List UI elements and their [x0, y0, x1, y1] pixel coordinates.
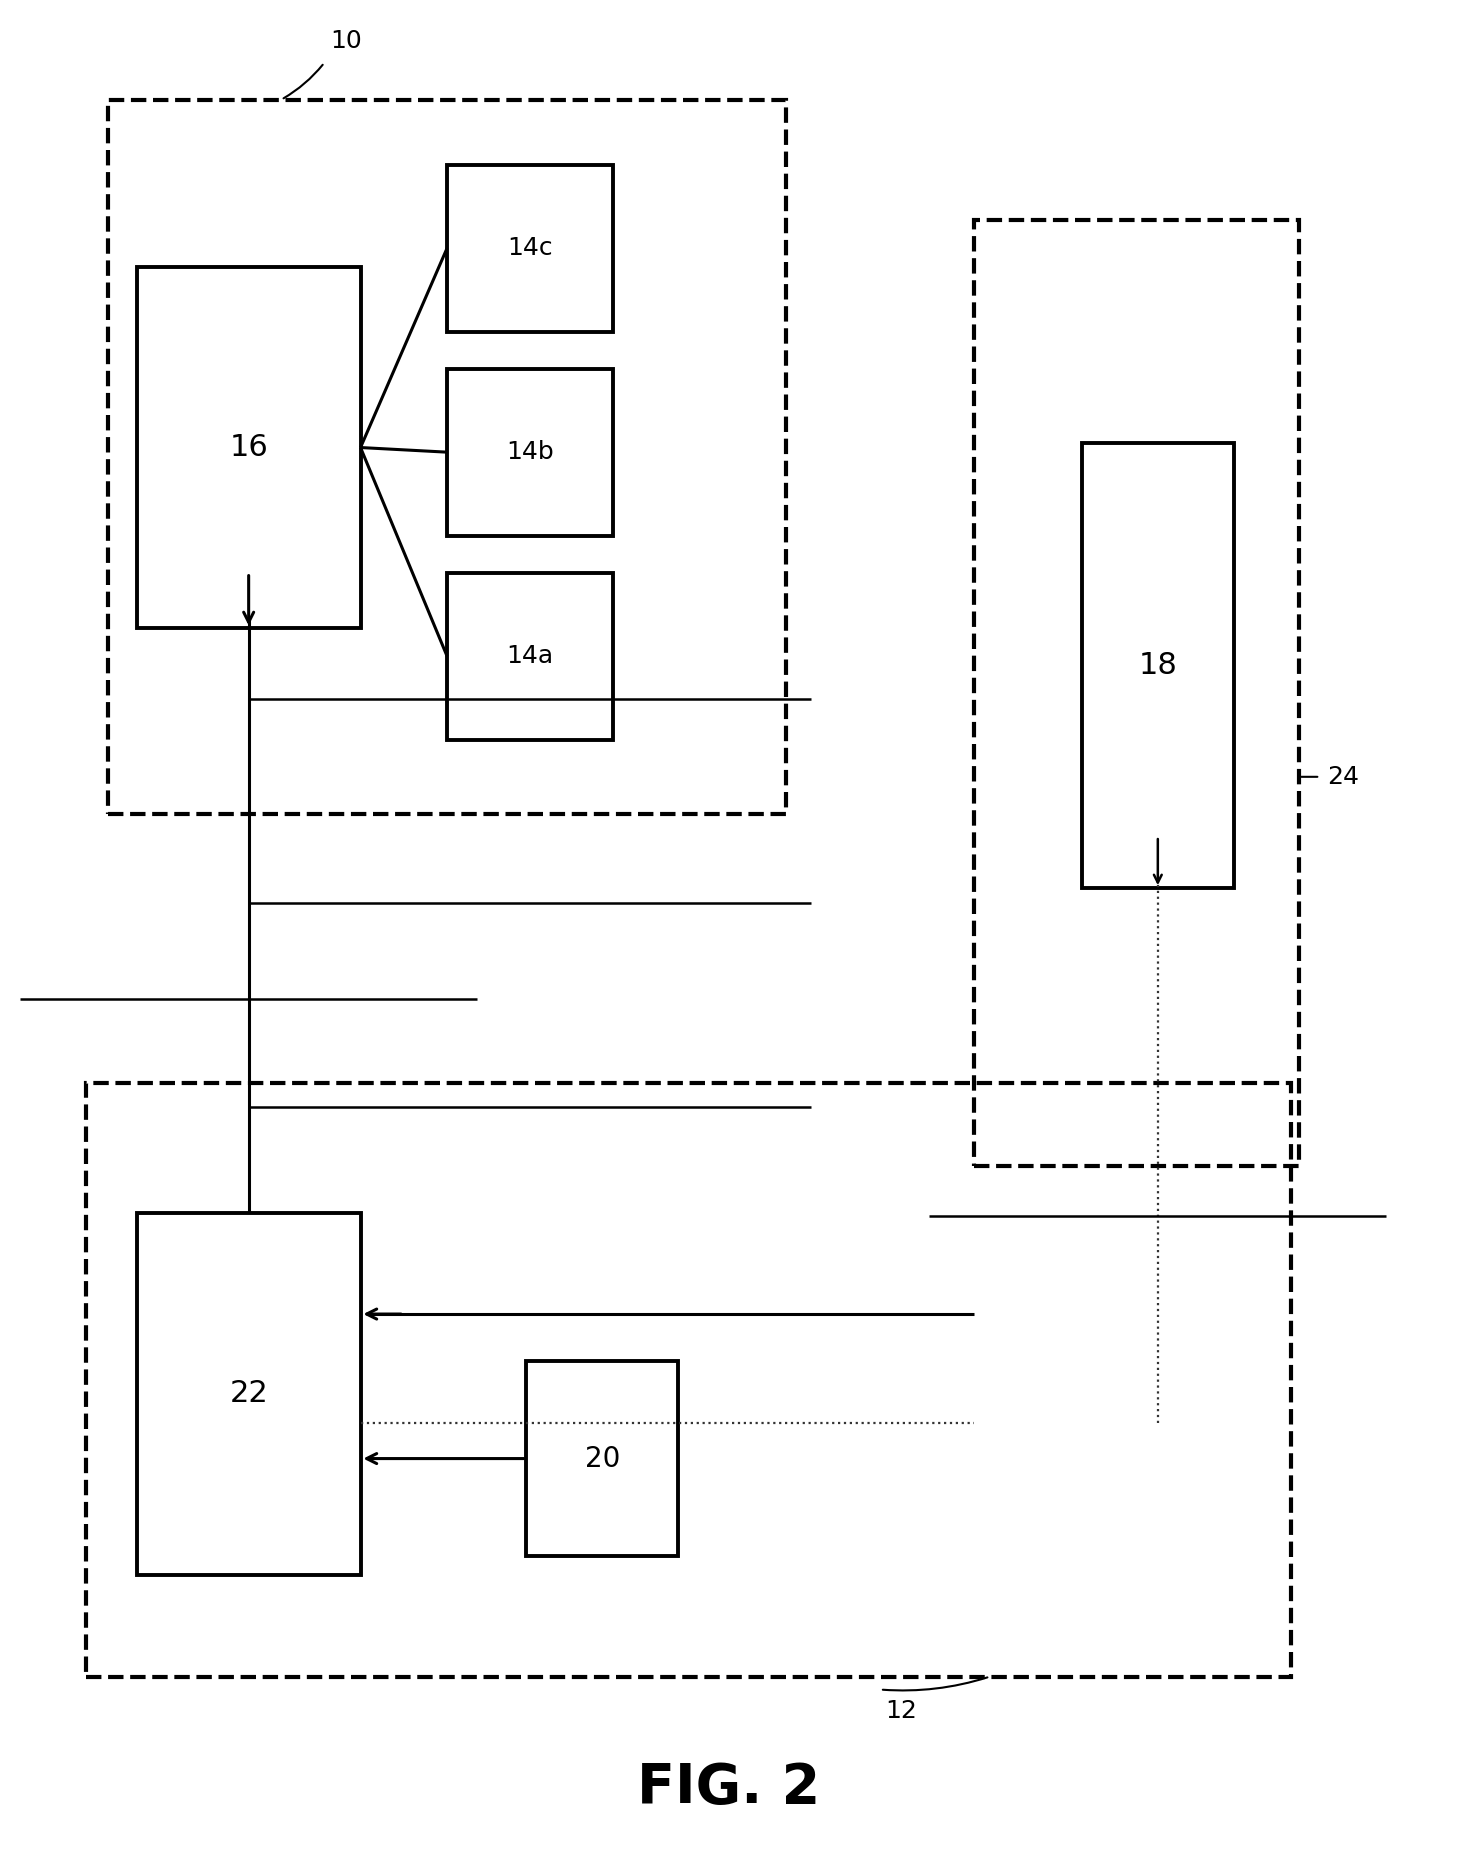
Bar [973, 221, 1298, 1166]
Text: 22: 22 [229, 1379, 268, 1407]
Bar [108, 99, 787, 813]
Text: 10: 10 [331, 30, 361, 54]
Text: FIG. 2: FIG. 2 [637, 1761, 820, 1815]
Text: 14b: 14b [506, 441, 554, 464]
Text: 14a: 14a [507, 645, 554, 669]
Text: 24: 24 [1327, 764, 1359, 789]
Bar [137, 267, 360, 628]
Text: 14c: 14c [507, 235, 552, 260]
Bar [447, 368, 613, 536]
Bar [1083, 443, 1234, 888]
Bar [526, 1361, 678, 1557]
Text: 18: 18 [1138, 650, 1177, 680]
Text: 12: 12 [886, 1699, 918, 1723]
Bar [86, 1082, 1291, 1676]
Bar [137, 1213, 360, 1574]
Bar [447, 572, 613, 740]
Text: 20: 20 [584, 1445, 619, 1473]
Text: 16: 16 [229, 434, 268, 462]
Bar [447, 164, 613, 331]
